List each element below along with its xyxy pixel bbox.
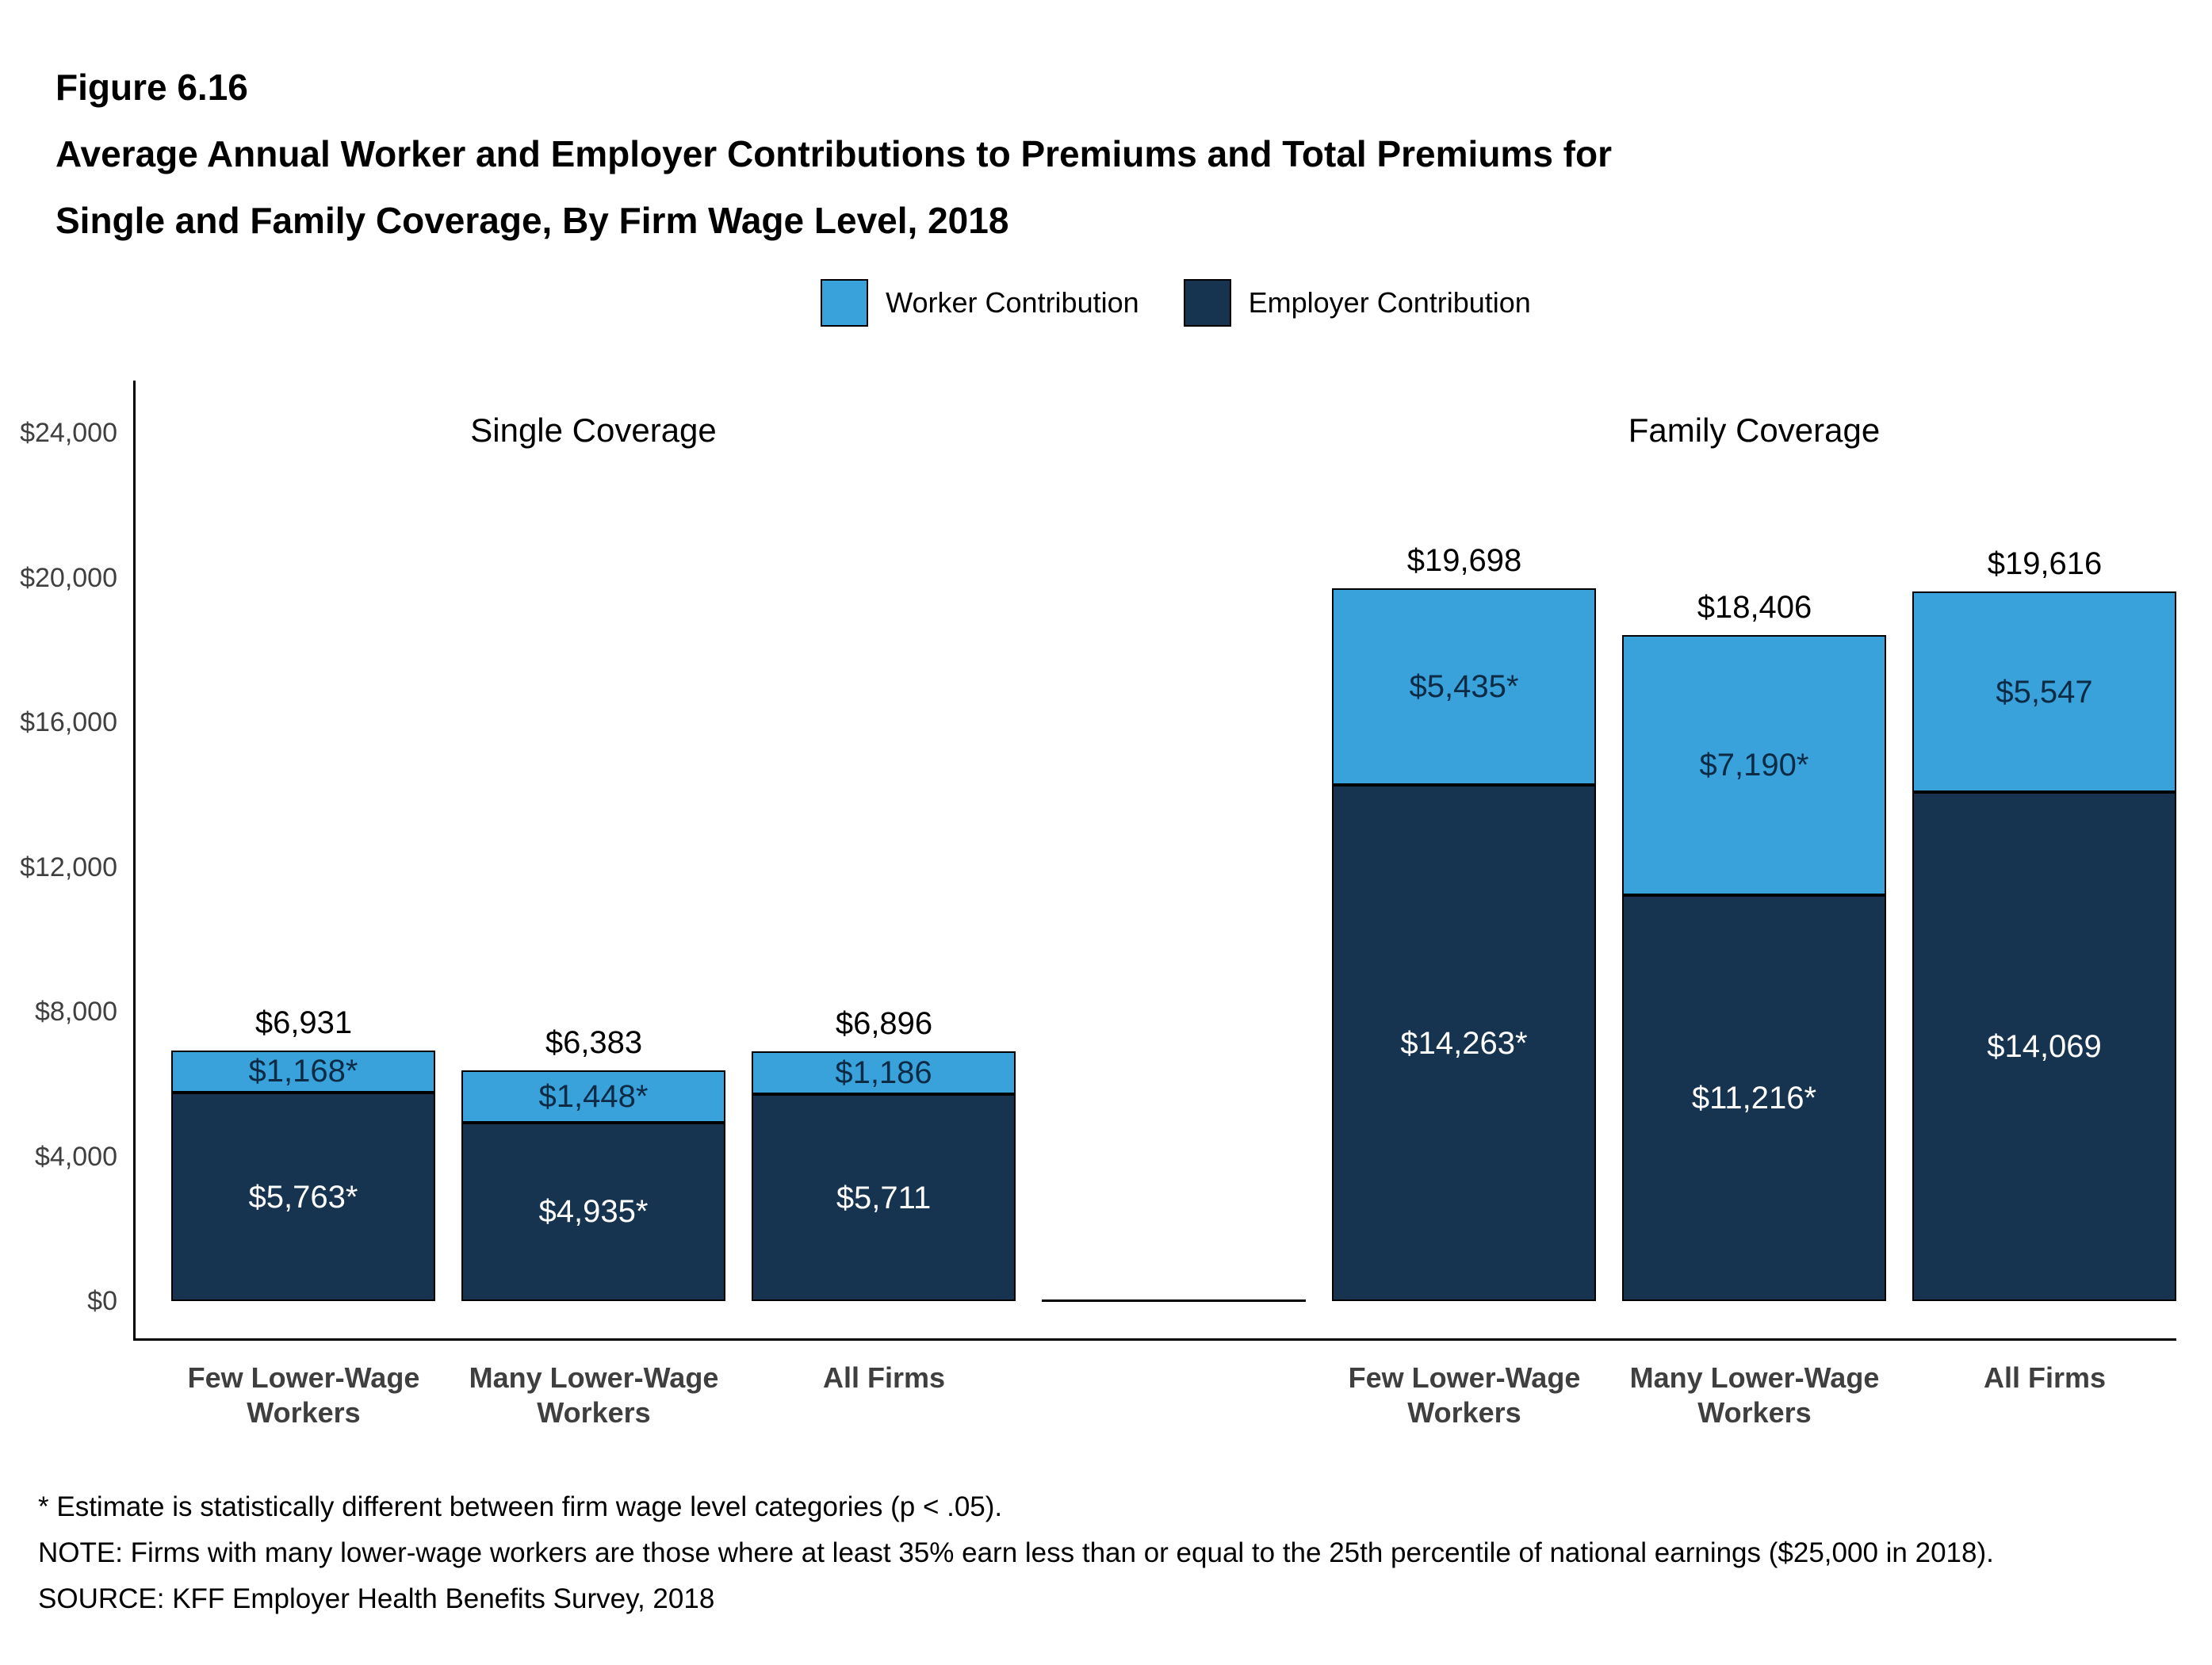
bar-segment-employer (1912, 792, 2176, 1301)
bar-total-label: $6,896 (835, 1006, 933, 1042)
employer-contribution-swatch-icon (1183, 279, 1231, 327)
legend: Worker Contribution Employer Contributio… (70, 279, 2212, 327)
bar-worker-label: $7,190* (1699, 748, 1809, 783)
bar-employer-label: $5,763* (248, 1179, 358, 1215)
bar-segment-employer (1622, 895, 1886, 1301)
y-tick-label: $12,000 (20, 852, 117, 882)
x-axis-line (133, 1338, 2176, 1341)
bar-segment-worker (752, 1051, 1016, 1095)
group-title-single-coverage: Single Coverage (470, 411, 717, 449)
figure-label: Figure 6.16 (55, 67, 248, 108)
y-tick-label: $24,000 (20, 418, 117, 448)
legend-label-worker-contribution: Worker Contribution (886, 286, 1139, 319)
bar-employer-label: $11,216* (1691, 1081, 1817, 1116)
y-tick-label: $16,000 (20, 707, 117, 737)
bar-worker-label: $1,448* (538, 1078, 649, 1114)
legend-label-employer-contribution: Employer Contribution (1248, 286, 1531, 319)
bar-segment-employer (752, 1094, 1016, 1301)
footnote-note: NOTE: Firms with many lower-wage workers… (38, 1537, 1994, 1568)
group-title-family-coverage: Family Coverage (1628, 411, 1881, 449)
y-tick-label: $4,000 (35, 1141, 117, 1172)
bar-worker-label: $5,547 (1996, 674, 2093, 710)
bar-total-label: $19,698 (1406, 543, 1522, 579)
bar-employer-label: $5,711 (836, 1180, 932, 1215)
bar-employer-label: $14,263* (1400, 1025, 1528, 1061)
bar-segment-worker (171, 1050, 435, 1093)
figure-title-line-1: Average Annual Worker and Employer Contr… (55, 133, 1612, 174)
footnote-significance: * Estimate is statistically different be… (38, 1491, 1003, 1522)
y-tick-label: $20,000 (20, 562, 117, 593)
bar-employer-label: $4,935* (538, 1194, 649, 1230)
bar-total-label: $18,406 (1697, 590, 1812, 626)
bar-total-label: $6,931 (254, 1005, 353, 1040)
bar-employer-label: $14,069 (1987, 1029, 2102, 1065)
legend-item-worker-contribution: Worker Contribution (821, 279, 1139, 327)
bar-worker-label: $1,168* (248, 1054, 358, 1089)
x-category-label: Few Lower-Wage Workers (1348, 1361, 1581, 1429)
bar-segment-employer (461, 1122, 725, 1301)
x-category-label: All Firms (822, 1361, 946, 1394)
x-category-label: All Firms (1983, 1361, 2107, 1394)
bar-segment-worker (1912, 591, 2176, 793)
footnotes: * Estimate is statistically different be… (38, 1484, 2115, 1622)
bar-segment-worker (461, 1070, 725, 1123)
y-axis-line (133, 381, 136, 1341)
bar-total-label: $19,616 (1987, 546, 2103, 582)
bar-total-label: $6,383 (545, 1024, 643, 1060)
bar-worker-label: $5,435* (1409, 669, 1519, 705)
bar-segment-employer (171, 1093, 435, 1301)
bar-segment-worker (1332, 588, 1596, 786)
figure-title-line-2: Single and Family Coverage, By Firm Wage… (55, 200, 1009, 241)
figure-header: Figure 6.16 Average Annual Worker and Em… (55, 54, 1612, 254)
worker-contribution-swatch-icon (821, 279, 869, 327)
y-tick-label: $0 (87, 1286, 117, 1316)
bar-segment-worker (1622, 635, 1886, 896)
x-category-label: Many Lower-Wage Workers (469, 1361, 719, 1429)
y-tick-label: $8,000 (35, 997, 117, 1027)
legend-item-employer-contribution: Employer Contribution (1183, 279, 1531, 327)
footnote-source: SOURCE: KFF Employer Health Benefits Sur… (38, 1583, 715, 1614)
bar-worker-label: $1,186 (835, 1055, 932, 1091)
x-category-label: Few Lower-Wage Workers (187, 1361, 420, 1429)
baseline-separator (1042, 1299, 1306, 1302)
x-category-label: Many Lower-Wage Workers (1629, 1361, 1880, 1429)
bar-segment-employer (1332, 785, 1596, 1301)
